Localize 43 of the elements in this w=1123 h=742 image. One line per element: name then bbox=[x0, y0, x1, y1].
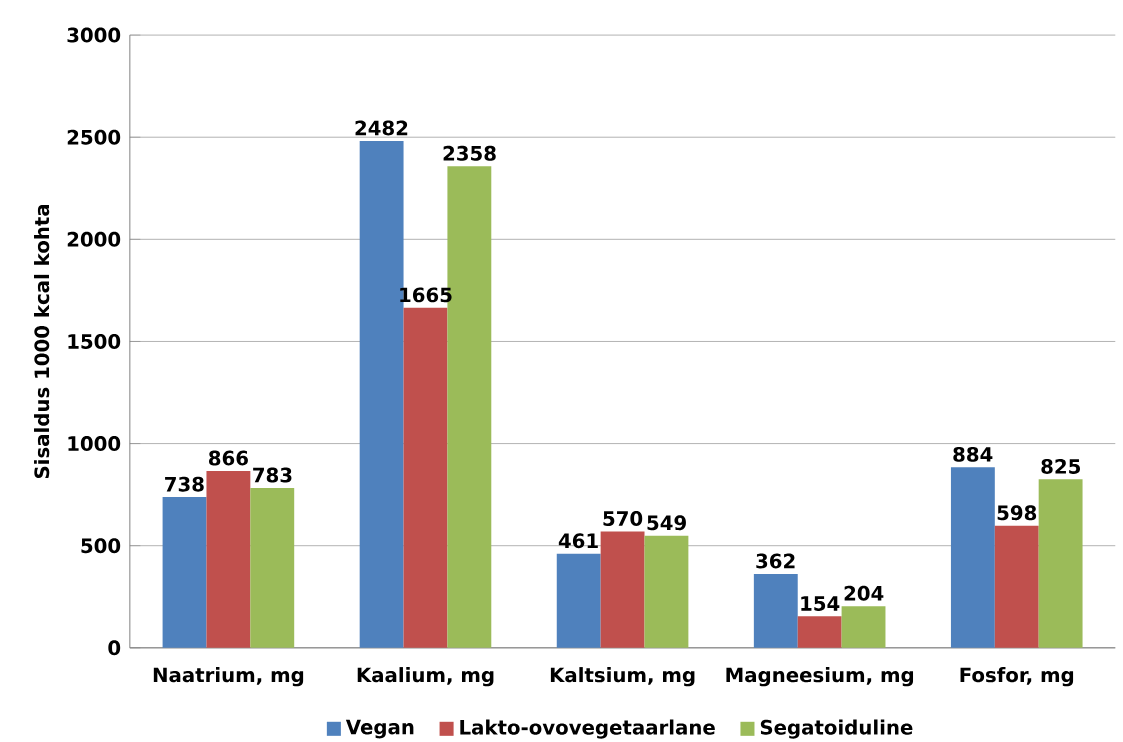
y-tick-label: 2000 bbox=[67, 231, 121, 247]
bar bbox=[797, 616, 842, 648]
bar bbox=[403, 307, 448, 648]
data-label: 362 bbox=[756, 553, 795, 569]
data-label: 549 bbox=[647, 515, 686, 531]
data-label: 783 bbox=[253, 467, 292, 483]
data-label: 825 bbox=[1041, 459, 1080, 474]
bar bbox=[644, 535, 689, 648]
x-tick-label: Kaltsium, mg bbox=[550, 667, 695, 687]
x-tick-label: Magneesium, mg bbox=[726, 667, 914, 687]
data-label: 2482 bbox=[355, 120, 408, 136]
bar bbox=[1038, 479, 1083, 648]
x-tick-label: Naatrium, mg bbox=[153, 667, 304, 687]
legend-label: Segatoiduline bbox=[760, 719, 913, 739]
data-label: 204 bbox=[844, 585, 884, 601]
bar bbox=[841, 606, 886, 648]
y-tick-label: 2500 bbox=[67, 129, 121, 145]
legend-label: Lakto-ovovegetaarlane bbox=[460, 719, 715, 739]
bar bbox=[250, 487, 295, 648]
bar bbox=[994, 525, 1039, 648]
data-label: 2358 bbox=[443, 145, 496, 161]
x-tick-label: Kaalium, mg bbox=[357, 667, 494, 687]
y-tick-label: 3000 bbox=[67, 27, 121, 43]
data-label: 461 bbox=[558, 533, 598, 549]
y-axis-title: Sisaldus 1000 kcal kohta bbox=[34, 204, 50, 479]
bar bbox=[162, 497, 207, 648]
data-label: 154 bbox=[801, 596, 840, 611]
bar bbox=[753, 573, 798, 648]
data-label: 570 bbox=[603, 511, 643, 527]
bar bbox=[950, 467, 995, 648]
bar bbox=[600, 531, 645, 648]
data-label: 884 bbox=[953, 446, 993, 462]
data-label: 598 bbox=[997, 505, 1037, 521]
y-tick-label: 0 bbox=[108, 640, 121, 656]
y-tick-label: 500 bbox=[81, 538, 121, 554]
data-label: 738 bbox=[165, 476, 204, 492]
data-label: 866 bbox=[209, 450, 248, 466]
x-tick-label: Fosfor, mg bbox=[960, 667, 1074, 687]
y-tick-label: 1000 bbox=[68, 436, 121, 452]
bar bbox=[206, 471, 251, 648]
legend-label: Vegan bbox=[345, 719, 414, 739]
y-tick-label: 1500 bbox=[68, 334, 121, 349]
bar bbox=[556, 553, 601, 648]
